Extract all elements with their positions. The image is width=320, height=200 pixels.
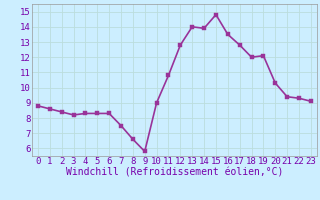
X-axis label: Windchill (Refroidissement éolien,°C): Windchill (Refroidissement éolien,°C)	[66, 168, 283, 178]
